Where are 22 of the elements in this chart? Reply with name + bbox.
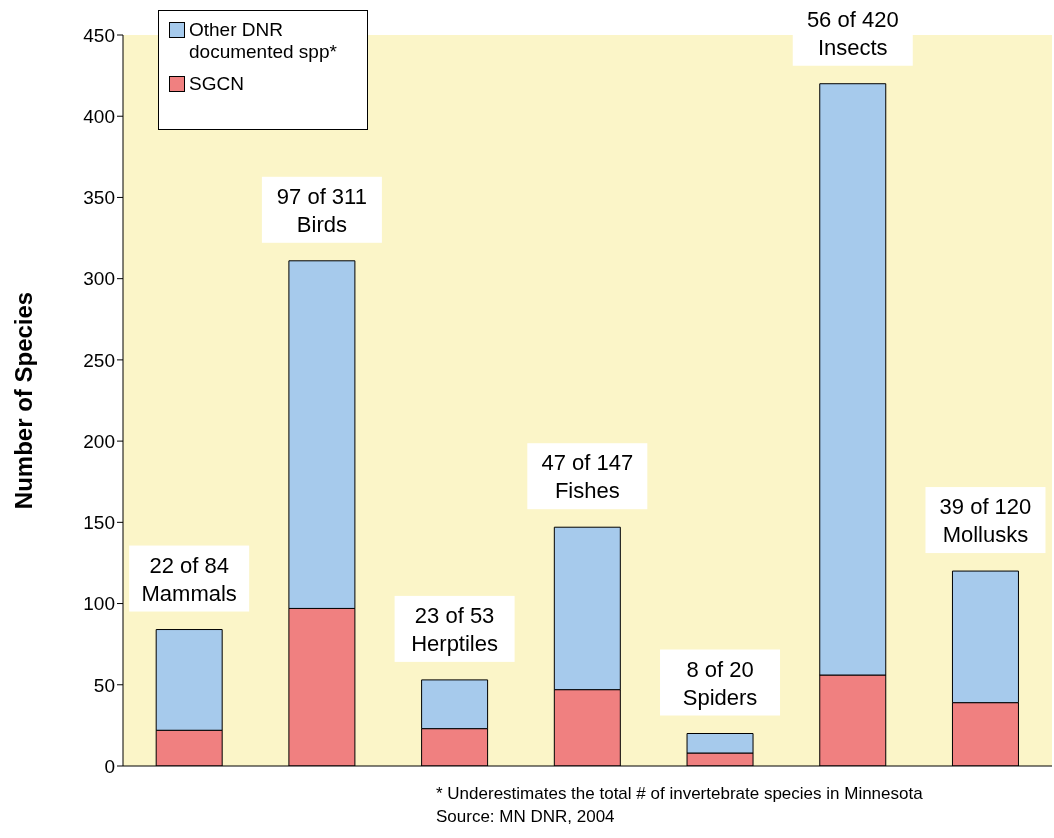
y-tick-label: 150 — [83, 512, 115, 534]
total-label: 97 of 311 Birds — [276, 183, 367, 237]
y-axis-title: Number of Species — [9, 291, 37, 510]
y-tick-label: 0 — [104, 755, 115, 777]
y-tick-label: 250 — [83, 349, 115, 371]
total-label: 23 of 53 Herptiles — [411, 602, 499, 656]
source-note: Source: MN DNR, 2004 — [436, 806, 616, 828]
y-tick-label: 100 — [83, 593, 115, 615]
y-tick-label: 50 — [93, 674, 115, 696]
y-tick-label: 450 — [83, 24, 115, 46]
y-tick-label: 200 — [83, 430, 115, 452]
total-label: 22 of 84 Mammals — [141, 552, 237, 606]
y-tick-label: 350 — [83, 187, 115, 209]
y-tick-label: 300 — [83, 268, 115, 290]
total-label: 8 of 20 Spiders — [682, 656, 758, 710]
legend-label: SGCN — [189, 73, 244, 95]
total-label: 39 of 120 Mollusks — [939, 494, 1032, 548]
y-tick-label: 400 — [83, 105, 115, 127]
text: * Underestimates the total # of invertebrate species in Minnesota — [436, 783, 923, 805]
total-label: 47 of 147 Fishes — [541, 450, 634, 504]
total-label: 56 of 420 Insects — [806, 6, 899, 60]
legend-label: Other DNR documented spp* — [189, 19, 338, 63]
